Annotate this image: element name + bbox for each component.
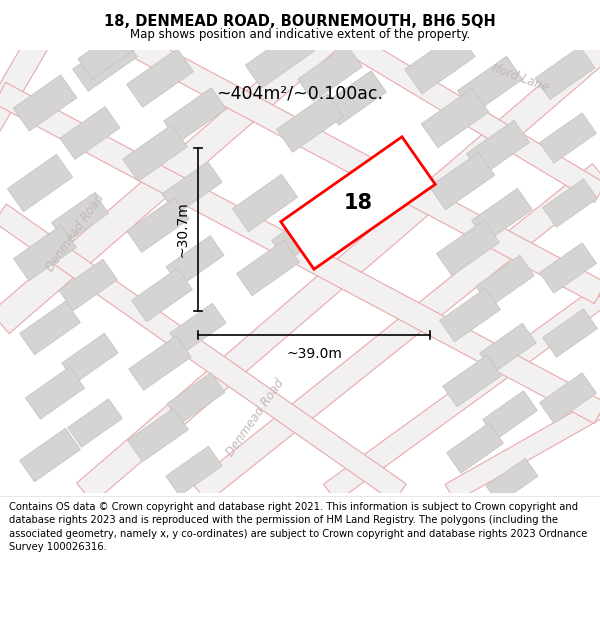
- Polygon shape: [127, 49, 193, 108]
- Polygon shape: [73, 35, 137, 91]
- Polygon shape: [0, 204, 406, 502]
- Polygon shape: [94, 0, 600, 202]
- Polygon shape: [245, 28, 314, 88]
- Polygon shape: [542, 179, 598, 227]
- Polygon shape: [457, 56, 523, 114]
- Polygon shape: [0, 0, 310, 199]
- Polygon shape: [78, 27, 138, 79]
- Polygon shape: [193, 164, 600, 502]
- Polygon shape: [128, 408, 188, 462]
- Polygon shape: [324, 71, 386, 125]
- Text: Map shows position and indicative extent of the property.: Map shows position and indicative extent…: [130, 28, 470, 41]
- Polygon shape: [162, 162, 222, 214]
- Text: ~404m²/~0.100ac.: ~404m²/~0.100ac.: [217, 84, 383, 102]
- Polygon shape: [0, 0, 600, 304]
- Polygon shape: [164, 88, 226, 142]
- Text: Denmead Road: Denmead Road: [44, 192, 106, 274]
- Polygon shape: [446, 423, 503, 473]
- Polygon shape: [437, 220, 499, 276]
- Polygon shape: [167, 372, 225, 423]
- Polygon shape: [476, 255, 534, 307]
- Polygon shape: [77, 40, 600, 503]
- Polygon shape: [62, 333, 118, 382]
- Polygon shape: [443, 355, 501, 407]
- Polygon shape: [232, 174, 298, 232]
- Polygon shape: [14, 225, 76, 281]
- Polygon shape: [20, 301, 80, 355]
- Text: 18: 18: [343, 193, 373, 213]
- Polygon shape: [482, 391, 538, 439]
- Text: Denmead Road: Denmead Road: [224, 377, 286, 459]
- Polygon shape: [122, 125, 187, 181]
- Polygon shape: [166, 446, 222, 496]
- Polygon shape: [480, 323, 536, 372]
- Polygon shape: [539, 113, 596, 163]
- Text: ~30.7m: ~30.7m: [176, 202, 190, 258]
- Polygon shape: [0, 0, 600, 334]
- Polygon shape: [52, 193, 109, 243]
- Polygon shape: [535, 47, 595, 99]
- Polygon shape: [127, 198, 189, 252]
- Polygon shape: [7, 154, 73, 212]
- Polygon shape: [440, 288, 500, 342]
- Polygon shape: [277, 94, 343, 152]
- Polygon shape: [430, 152, 494, 209]
- Text: ~39.0m: ~39.0m: [286, 347, 342, 361]
- Polygon shape: [20, 428, 80, 482]
- Polygon shape: [68, 399, 122, 447]
- Polygon shape: [323, 288, 600, 502]
- Polygon shape: [539, 373, 596, 423]
- Polygon shape: [25, 367, 85, 419]
- Polygon shape: [60, 107, 120, 159]
- Polygon shape: [539, 243, 596, 293]
- Polygon shape: [542, 309, 598, 357]
- Text: Iford Lane: Iford Lane: [490, 62, 550, 94]
- Polygon shape: [472, 188, 532, 242]
- Polygon shape: [131, 268, 193, 322]
- Polygon shape: [421, 88, 489, 148]
- Text: 18, DENMEAD ROAD, BOURNEMOUTH, BH6 5QH: 18, DENMEAD ROAD, BOURNEMOUTH, BH6 5QH: [104, 14, 496, 29]
- Polygon shape: [236, 240, 299, 296]
- Polygon shape: [467, 120, 529, 176]
- Polygon shape: [405, 32, 475, 94]
- Polygon shape: [486, 458, 538, 504]
- Polygon shape: [129, 336, 191, 390]
- Polygon shape: [281, 137, 435, 269]
- Polygon shape: [13, 75, 77, 131]
- Polygon shape: [166, 236, 224, 286]
- Polygon shape: [59, 259, 117, 311]
- Polygon shape: [298, 45, 362, 101]
- Polygon shape: [0, 82, 600, 424]
- Polygon shape: [272, 208, 332, 262]
- Polygon shape: [0, 0, 303, 2]
- Polygon shape: [170, 303, 226, 352]
- Text: Contains OS data © Crown copyright and database right 2021. This information is : Contains OS data © Crown copyright and d…: [9, 503, 587, 552]
- Polygon shape: [445, 399, 600, 502]
